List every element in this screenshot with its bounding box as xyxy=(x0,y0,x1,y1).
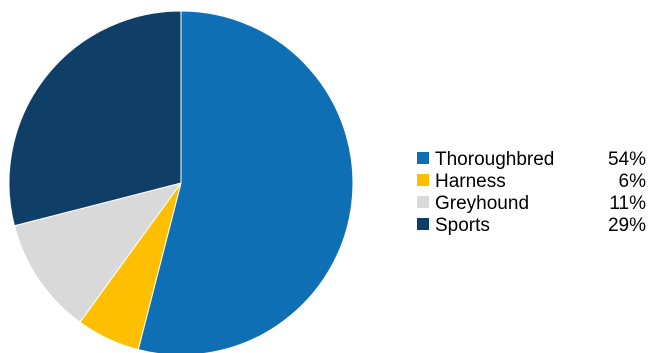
legend-item-sports: Sports 29% xyxy=(417,215,646,236)
pie-slice-sports xyxy=(8,10,182,227)
legend-swatch xyxy=(417,152,429,164)
legend-swatch xyxy=(417,218,429,230)
pie-slices xyxy=(8,10,354,353)
legend-value: 6% xyxy=(619,171,647,192)
legend-label: Greyhound xyxy=(435,193,529,214)
legend-value: 11% xyxy=(609,193,646,214)
pie-slice-thoroughbred xyxy=(137,10,354,353)
legend-label: Harness xyxy=(435,171,506,192)
legend-swatch xyxy=(417,174,429,186)
legend-value: 29% xyxy=(608,215,646,236)
legend-item-thoroughbred: Thoroughbred 54% xyxy=(417,149,646,170)
legend: Thoroughbred 54%Harness 6%Greyhound 11%Spor… xyxy=(417,149,646,236)
legend-value: 54% xyxy=(608,149,646,170)
legend-label: Sports xyxy=(435,215,490,236)
pie-slice-greyhound xyxy=(13,182,182,323)
legend-item-greyhound: Greyhound 11% xyxy=(417,193,646,214)
legend-label: Thoroughbred xyxy=(435,149,554,170)
legend-item-harness: Harness 6% xyxy=(417,171,646,192)
legend-swatch xyxy=(417,196,429,208)
